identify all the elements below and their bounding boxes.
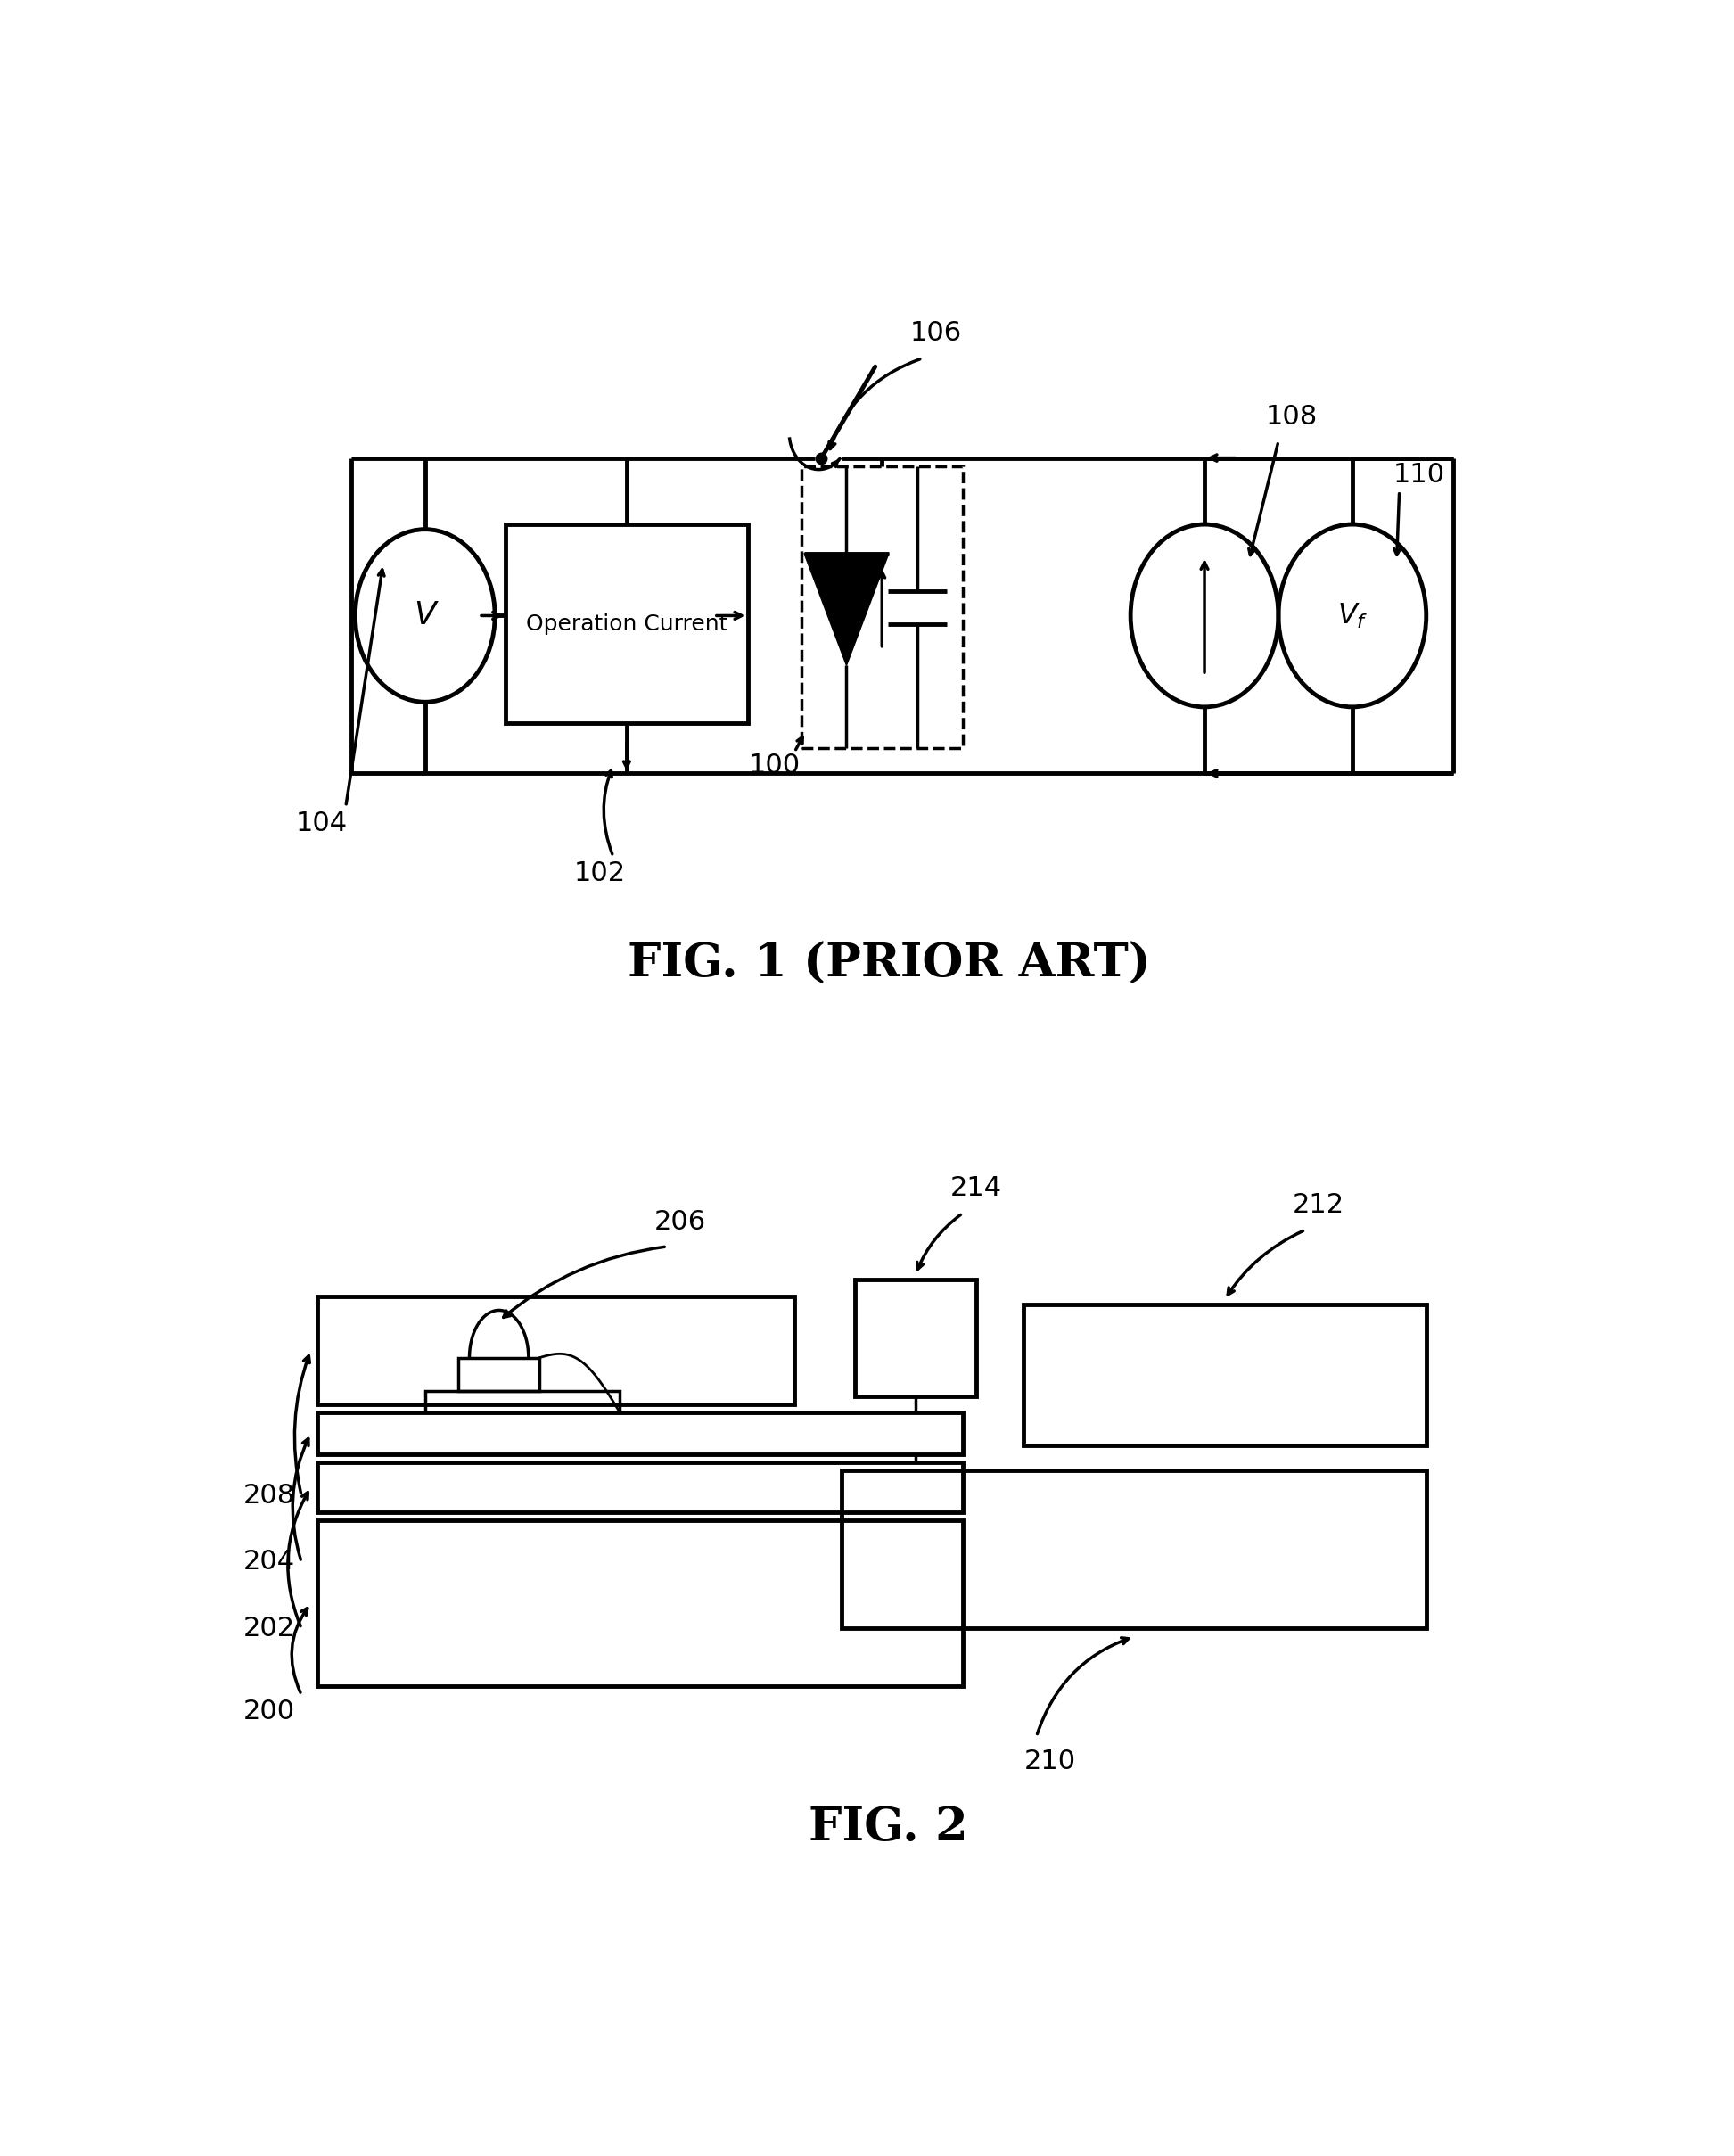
Polygon shape	[805, 554, 890, 666]
Text: 212: 212	[1294, 1192, 1344, 1218]
Text: Operation Current: Operation Current	[525, 612, 728, 634]
Text: FIG. 2: FIG. 2	[810, 1805, 968, 1850]
Text: $V_f$: $V_f$	[1337, 602, 1368, 630]
Text: 208: 208	[243, 1483, 295, 1509]
Bar	[317, 1296, 794, 1404]
Text: 110: 110	[1394, 461, 1446, 487]
Text: 206: 206	[654, 1210, 706, 1235]
Text: 104: 104	[297, 811, 347, 837]
Bar	[801, 466, 962, 748]
Text: 214: 214	[950, 1175, 1002, 1201]
Text: 204: 204	[243, 1548, 295, 1574]
Bar	[506, 524, 747, 724]
Bar	[1023, 1304, 1425, 1447]
Bar	[317, 1462, 962, 1511]
Bar	[841, 1470, 1425, 1628]
Text: 202: 202	[243, 1615, 295, 1641]
Bar	[425, 1391, 621, 1412]
Bar	[458, 1358, 539, 1391]
Text: 102: 102	[574, 860, 626, 886]
Text: 106: 106	[910, 321, 962, 347]
Bar	[855, 1281, 976, 1395]
Text: 100: 100	[749, 752, 801, 778]
Bar	[317, 1520, 962, 1686]
Text: V: V	[414, 602, 435, 632]
Text: FIG. 1 (PRIOR ART): FIG. 1 (PRIOR ART)	[628, 942, 1150, 987]
Bar	[317, 1412, 962, 1453]
Text: 108: 108	[1266, 403, 1318, 429]
Text: 200: 200	[243, 1699, 295, 1725]
Text: 210: 210	[1025, 1749, 1075, 1774]
